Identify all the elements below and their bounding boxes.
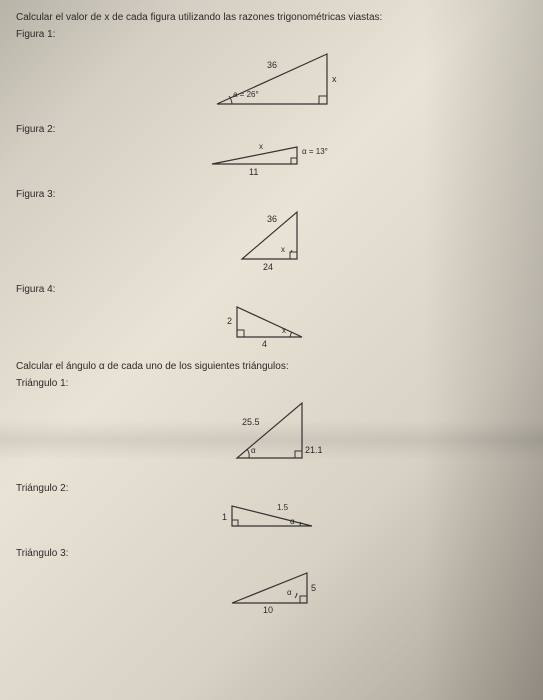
main-heading-2: Calcular el ángulo α de cada uno de los …: [16, 361, 527, 372]
tri3-bottom: 10: [263, 605, 273, 613]
fig1-side-x: x: [332, 74, 337, 84]
fig4-bottom: 4: [262, 339, 267, 349]
figura-2-section: Figura 2: x α = 13° 11: [16, 124, 527, 179]
fig3-bottom: 24: [263, 262, 273, 272]
figura-3-section: Figura 3: 36 x 24: [16, 189, 527, 274]
fig2-bottom: 11: [249, 167, 258, 177]
fig1-hypotenuse: 36: [267, 60, 277, 70]
figura-1-drawing: 36 x a = 26°: [16, 44, 527, 114]
tri2-left: 1: [222, 512, 227, 522]
figura-2-drawing: x α = 13° 11: [16, 139, 527, 179]
triangulo-1-label: Triángulo 1:: [16, 378, 527, 389]
figura-2-label: Figura 2:: [16, 124, 527, 135]
fig4-x: x: [282, 326, 286, 335]
triangulo-3-section: Triángulo 3: α 5 10: [16, 548, 527, 613]
fig4-left: 2: [227, 316, 232, 326]
triangulo-3-label: Triángulo 3:: [16, 548, 527, 559]
figura-1-section: Figura 1: 36 x a = 26°: [16, 29, 527, 114]
figura-3-drawing: 36 x 24: [16, 204, 527, 274]
fig3-side: 36: [267, 214, 277, 224]
tri2-alpha: α: [290, 517, 295, 526]
triangulo-1-drawing: 25.5 α 21.1: [16, 393, 527, 473]
triangulo-2-drawing: 1 1.5 α: [16, 498, 527, 538]
figura-3-label: Figura 3:: [16, 189, 527, 200]
figura-4-drawing: 2 x 4: [16, 299, 527, 349]
tri3-alpha: α: [287, 588, 292, 597]
figura-1-label: Figura 1:: [16, 29, 527, 40]
tri1-hyp: 25.5: [242, 417, 260, 427]
fig1-angle: a = 26°: [233, 90, 259, 99]
triangulo-2-label: Triángulo 2:: [16, 483, 527, 494]
tri1-alpha: α: [251, 446, 256, 455]
figura-4-label: Figura 4:: [16, 284, 527, 295]
fig2-x: x: [259, 142, 263, 151]
triangulo-2-section: Triángulo 2: 1 1.5 α: [16, 483, 527, 538]
fig2-angle: α = 13°: [302, 147, 328, 156]
tri2-top: 1.5: [277, 503, 289, 512]
triangulo-1-section: Triángulo 1: 25.5 α 21.1: [16, 378, 527, 473]
figura-4-section: Figura 4: 2 x 4: [16, 284, 527, 349]
fig3-x: x: [281, 245, 285, 254]
triangulo-3-drawing: α 5 10: [16, 563, 527, 613]
tri1-bottom: 21.1: [305, 445, 323, 455]
tri3-right: 5: [311, 583, 316, 593]
main-heading-1: Calcular el valor de x de cada figura ut…: [16, 12, 527, 23]
